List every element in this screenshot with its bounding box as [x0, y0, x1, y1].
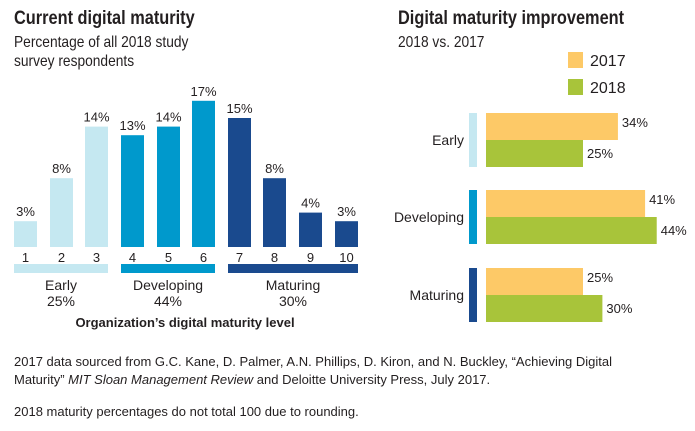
right-chart-title: Digital maturity improvement [398, 8, 625, 29]
bar-label-developing-2017: 41% [649, 192, 675, 207]
bar-label-7: 15% [226, 101, 252, 116]
tick-label-9: 9 [307, 250, 314, 265]
x-axis-label: Organization’s digital maturity level [75, 315, 294, 330]
tick-label-4: 4 [129, 250, 136, 265]
tick-label-10: 10 [339, 250, 353, 265]
bar-level-4 [121, 135, 144, 247]
bar-level-9 [299, 212, 322, 247]
footnote-text: and Deloitte University Press, July 2017… [253, 372, 491, 387]
legend-swatch-2018 [568, 79, 583, 95]
bar-maturing-2017 [486, 268, 583, 295]
category-label-early: Early [432, 132, 464, 148]
footnote-source-2: Maturity” MIT Sloan Management Review an… [14, 371, 490, 389]
journal-name: MIT Sloan Management Review [68, 372, 254, 387]
bar-level-7 [228, 118, 251, 247]
bar-level-6 [192, 100, 215, 247]
bar-early-2017 [486, 113, 618, 140]
bar-developing-2017 [486, 190, 646, 217]
left-chart-subtitle-1: Percentage of all 2018 study [14, 34, 189, 51]
bar-label-maturing-2017: 25% [587, 270, 613, 285]
bar-label-1: 3% [16, 204, 35, 219]
group-strip-early [14, 264, 108, 273]
tick-label-1: 1 [22, 250, 29, 265]
legend-label-2018: 2018 [590, 80, 626, 97]
group-pct-early: 25% [47, 293, 75, 309]
bar-developing-2018 [486, 217, 657, 244]
bar-level-3 [85, 126, 108, 247]
group-pct-developing: 44% [154, 293, 182, 309]
category-strip-early [469, 113, 477, 167]
legend-swatch-2017 [568, 52, 583, 68]
legend-label-2017: 2017 [590, 53, 626, 70]
charts-svg: 3% 1 8% 2 14% 3 13% 4 14% 5 17% 6 15% 7 8% 8 4% 9 3% 10 Earl… [14, 52, 687, 330]
right-chart-subtitle: 2018 vs. 2017 [398, 34, 485, 51]
bar-level-2 [50, 178, 73, 247]
bar-label-maturing-2018: 30% [606, 301, 632, 316]
tick-label-8: 8 [271, 250, 278, 265]
bar-label-early-2018: 25% [587, 146, 613, 161]
footnote-rounding: 2018 maturity percentages do not total 1… [14, 404, 359, 419]
bar-label-2: 8% [52, 161, 71, 176]
bar-label-10: 3% [337, 204, 356, 219]
bar-level-1 [14, 221, 37, 247]
group-name-developing: Developing [133, 277, 203, 293]
group-strip-developing [121, 264, 215, 273]
tick-label-7: 7 [236, 250, 243, 265]
group-pct-maturing: 30% [279, 293, 307, 309]
bar-maturing-2018 [486, 295, 603, 322]
group-strip-maturing [228, 264, 358, 273]
tick-label-3: 3 [93, 250, 100, 265]
bar-label-8: 8% [265, 161, 284, 176]
bar-label-4: 13% [119, 118, 145, 133]
left-chart-subtitle-2: survey respondents [14, 53, 135, 70]
category-strip-developing [469, 190, 477, 244]
tick-label-5: 5 [165, 250, 172, 265]
bar-label-3: 14% [83, 110, 109, 125]
footnote-text: Maturity” [14, 372, 69, 387]
left-chart-title: Current digital maturity [14, 8, 195, 29]
footnote-source-1: 2017 data sourced from G.C. Kane, D. Pal… [14, 354, 613, 369]
bar-level-10 [335, 221, 358, 247]
category-label-maturing: Maturing [410, 287, 464, 303]
tick-label-2: 2 [58, 250, 65, 265]
tick-label-6: 6 [200, 250, 207, 265]
bar-label-9: 4% [301, 196, 320, 211]
bar-label-5: 14% [155, 110, 181, 125]
category-strip-maturing [469, 268, 477, 322]
bar-label-6: 17% [190, 84, 216, 99]
group-name-maturing: Maturing [266, 277, 320, 293]
category-label-developing: Developing [394, 209, 464, 225]
bar-level-8 [263, 178, 286, 247]
bar-label-early-2017: 34% [622, 115, 648, 130]
group-name-early: Early [45, 277, 77, 293]
bar-label-developing-2018: 44% [661, 223, 687, 238]
bar-level-5 [157, 126, 180, 247]
bar-early-2018 [486, 140, 583, 167]
